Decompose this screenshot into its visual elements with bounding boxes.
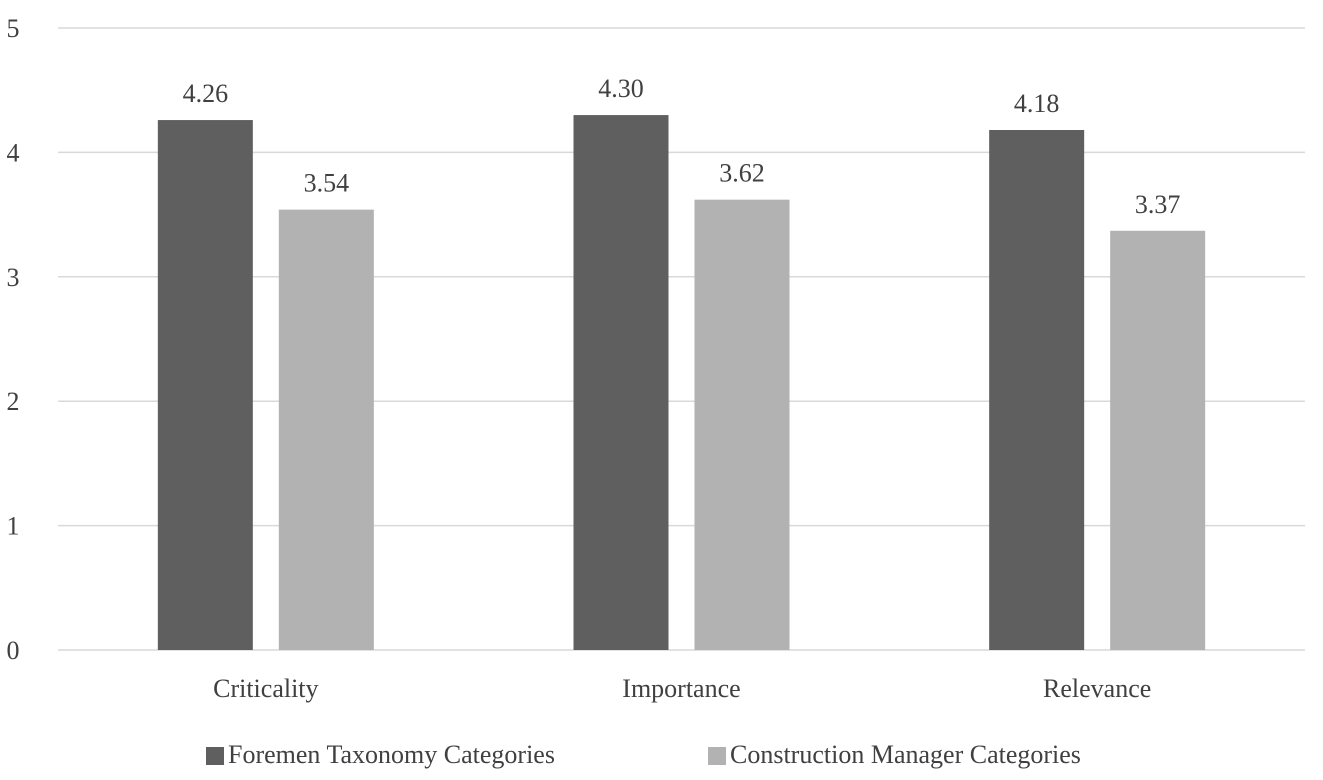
data-label-importance-series-1: 3.62 (719, 159, 765, 188)
data-label-relevance-series-1: 3.37 (1135, 190, 1181, 219)
data-labels: 4.26 3.54 4.30 3.62 4.18 3.37 (183, 74, 1181, 219)
bars (157, 115, 1206, 650)
bar-importance-series-1 (694, 199, 790, 650)
data-label-criticality-series-1: 3.54 (304, 169, 350, 198)
category-label-criticality: Criticality (213, 674, 318, 703)
data-label-importance-series-0: 4.30 (598, 74, 644, 103)
bar-relevance-series-1 (1110, 230, 1206, 650)
legend-label-series-1: Construction Manager Categories (730, 740, 1081, 769)
y-tick-label-5: 5 (7, 14, 20, 43)
data-label-relevance-series-0: 4.18 (1014, 89, 1060, 118)
data-label-criticality-series-0: 4.26 (183, 79, 229, 108)
y-tick-label-2: 2 (7, 387, 20, 416)
y-tick-label-0: 0 (7, 636, 20, 665)
category-label-importance: Importance (622, 674, 740, 703)
bar-importance-series-0 (573, 115, 669, 650)
legend-swatch-series-1 (708, 747, 726, 765)
bar-criticality-series-0 (157, 120, 253, 650)
y-axis-ticks: 0 1 2 3 4 5 (7, 14, 20, 665)
legend-swatch-series-0 (206, 747, 224, 765)
legend: Foremen Taxonomy Categories Construction … (206, 740, 1081, 769)
legend-label-series-0: Foremen Taxonomy Categories (228, 740, 555, 769)
y-tick-label-1: 1 (7, 512, 20, 541)
x-axis-categories: Criticality Importance Relevance (213, 674, 1151, 703)
bar-criticality-series-1 (278, 209, 374, 650)
y-tick-label-3: 3 (7, 263, 20, 292)
bar-relevance-series-0 (989, 130, 1085, 650)
category-label-relevance: Relevance (1043, 674, 1151, 703)
gridlines (58, 27, 1305, 651)
y-tick-label-4: 4 (7, 138, 20, 167)
